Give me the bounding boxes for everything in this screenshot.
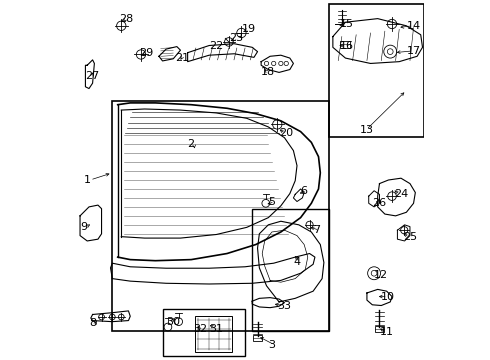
Text: 4: 4 [294,257,300,267]
Text: 22: 22 [209,41,223,50]
Text: 29: 29 [139,48,153,58]
Text: 15: 15 [340,19,354,29]
Text: 5: 5 [269,197,275,207]
Text: 16: 16 [340,41,354,50]
Text: 14: 14 [406,21,420,31]
Text: 13: 13 [360,125,374,135]
Bar [341,41,350,48]
Text: 20: 20 [279,129,293,138]
Text: 31: 31 [209,324,223,334]
Text: 33: 33 [277,301,291,311]
Bar [195,316,232,352]
Text: 17: 17 [406,46,420,56]
Text: 11: 11 [379,327,393,337]
Bar [253,335,262,341]
Text: 12: 12 [374,270,388,280]
Text: 27: 27 [85,71,99,81]
Text: 26: 26 [372,198,387,208]
Text: 8: 8 [89,319,96,328]
Text: 21: 21 [175,53,189,63]
Text: 30: 30 [166,317,180,327]
Text: 28: 28 [120,14,134,24]
Bar [375,326,384,332]
Bar [252,209,329,330]
Text: 10: 10 [381,292,395,302]
Text: 3: 3 [269,340,275,350]
Bar [112,101,329,330]
Text: 25: 25 [403,232,417,242]
Text: 6: 6 [300,186,308,196]
Text: 7: 7 [313,225,320,235]
Text: 2: 2 [188,139,195,149]
Text: 32: 32 [193,324,207,334]
Text: 24: 24 [394,189,408,199]
Text: 9: 9 [80,222,87,231]
Text: 18: 18 [261,67,275,77]
Bar [329,4,424,137]
Text: 19: 19 [242,24,256,35]
Text: 23: 23 [229,33,243,43]
Bar [163,309,245,356]
Text: 1: 1 [84,175,91,185]
